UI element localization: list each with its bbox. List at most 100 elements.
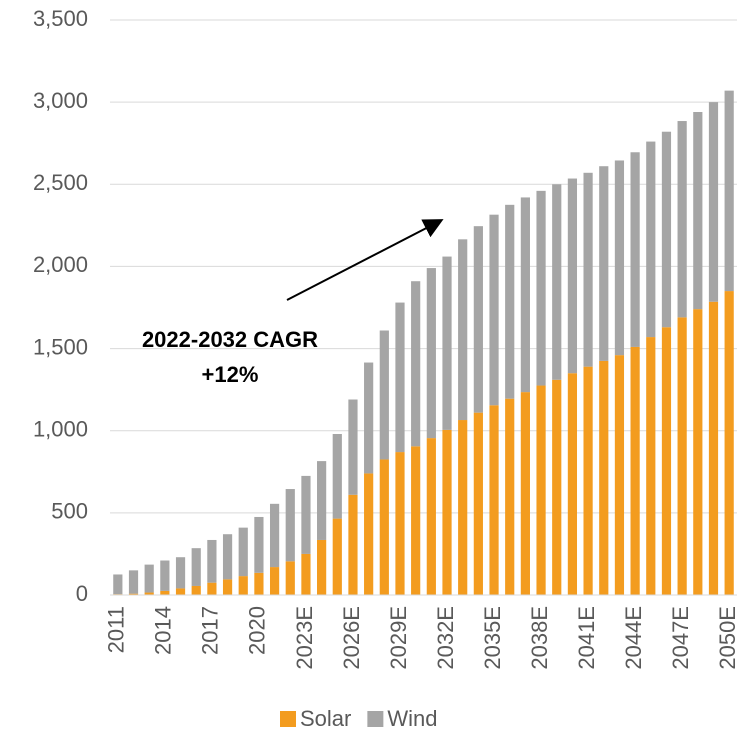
x-tick-label: 2026E (339, 606, 364, 670)
bar (301, 475, 311, 554)
plot: 0 500 1,000 1,500 2,000 2,500 3,000 3,500 2011 20… (33, 6, 740, 731)
bar (583, 172, 593, 367)
bar (379, 459, 389, 595)
bar (128, 570, 139, 594)
x-tick-label: 2047E (668, 606, 693, 670)
bar (583, 366, 593, 595)
bar (473, 412, 483, 595)
bar (254, 516, 264, 573)
bar (661, 131, 672, 328)
bar (426, 438, 436, 595)
bar (207, 582, 217, 595)
bar (411, 446, 421, 595)
bar (301, 553, 311, 595)
bar (191, 548, 201, 586)
x-tick-label: 2023E (292, 606, 317, 670)
bar (473, 226, 483, 413)
bar (222, 534, 233, 580)
x-tick-label: 2029E (386, 606, 411, 670)
x-tick-label: 2041E (574, 606, 599, 670)
bar (442, 429, 452, 595)
bar (567, 178, 578, 374)
legend-swatch (367, 711, 384, 727)
bar (646, 337, 656, 595)
bar (442, 256, 452, 430)
bar (599, 360, 609, 595)
bar (536, 190, 546, 386)
bar (677, 317, 687, 595)
x-tick-label: 2035E (480, 606, 505, 670)
bar (693, 112, 703, 310)
x-tick-label: 2014 (151, 606, 176, 655)
bar (238, 527, 248, 577)
y-tick-label: 1,000 (33, 417, 88, 442)
bar (128, 593, 139, 595)
bar (191, 585, 201, 595)
bar (317, 539, 327, 595)
bar (238, 576, 248, 595)
bar (520, 197, 530, 393)
x-tick-label: 2020 (245, 606, 270, 655)
bar (536, 385, 546, 595)
y-tick-label: 1,500 (33, 334, 88, 359)
bar (160, 590, 170, 595)
bar (489, 405, 499, 595)
bar (269, 567, 280, 595)
bar (520, 392, 530, 595)
y-tick-label: 2,500 (33, 170, 88, 195)
bar (395, 452, 405, 595)
bar (708, 301, 719, 595)
bar (113, 574, 123, 595)
bar (708, 102, 719, 302)
bar (348, 494, 358, 595)
bar (630, 152, 640, 347)
bar (677, 121, 687, 318)
y-tick-label: 0 (76, 581, 88, 606)
bar (254, 572, 264, 595)
bar (348, 399, 358, 495)
legend-label: Wind (387, 706, 437, 731)
bar (175, 557, 186, 589)
bar (614, 160, 625, 356)
bar (144, 592, 154, 595)
x-tick-label: 2017 (198, 606, 223, 655)
legend-label: Solar (300, 706, 351, 731)
bar (552, 379, 562, 595)
bar (505, 204, 515, 399)
bar (661, 327, 672, 595)
x-tick-label: 2011 (104, 606, 129, 653)
bar (724, 90, 734, 292)
bar (317, 461, 327, 540)
bar (724, 291, 734, 595)
bar (379, 330, 389, 460)
annotation-arrow (286, 219, 444, 301)
bar (599, 166, 609, 361)
bar (505, 398, 515, 595)
bar (285, 561, 295, 595)
bar (552, 184, 562, 380)
y-tick-label: 3,000 (33, 88, 88, 113)
bar (364, 362, 374, 474)
bar (646, 141, 656, 338)
annotation: 2022-2032 CAGR (142, 327, 318, 352)
y-tick-label: 500 (51, 499, 88, 524)
bar (411, 281, 421, 447)
bar (567, 373, 578, 595)
bar (458, 420, 468, 595)
x-tick-label: 2050E (715, 606, 740, 670)
bar (332, 518, 342, 595)
x-tick-label: 2038E (527, 606, 552, 670)
bar (222, 579, 233, 595)
bar (144, 564, 154, 593)
y-tick-label: 3,500 (33, 6, 88, 31)
bar (489, 214, 499, 406)
y-tick-label: 2,000 (33, 252, 88, 277)
bar (175, 588, 186, 595)
bar (207, 539, 217, 583)
bar (693, 309, 703, 595)
bar (160, 560, 170, 591)
annotation: +12% (202, 362, 259, 387)
bar (614, 355, 625, 595)
x-tick-label: 2044E (621, 606, 646, 670)
